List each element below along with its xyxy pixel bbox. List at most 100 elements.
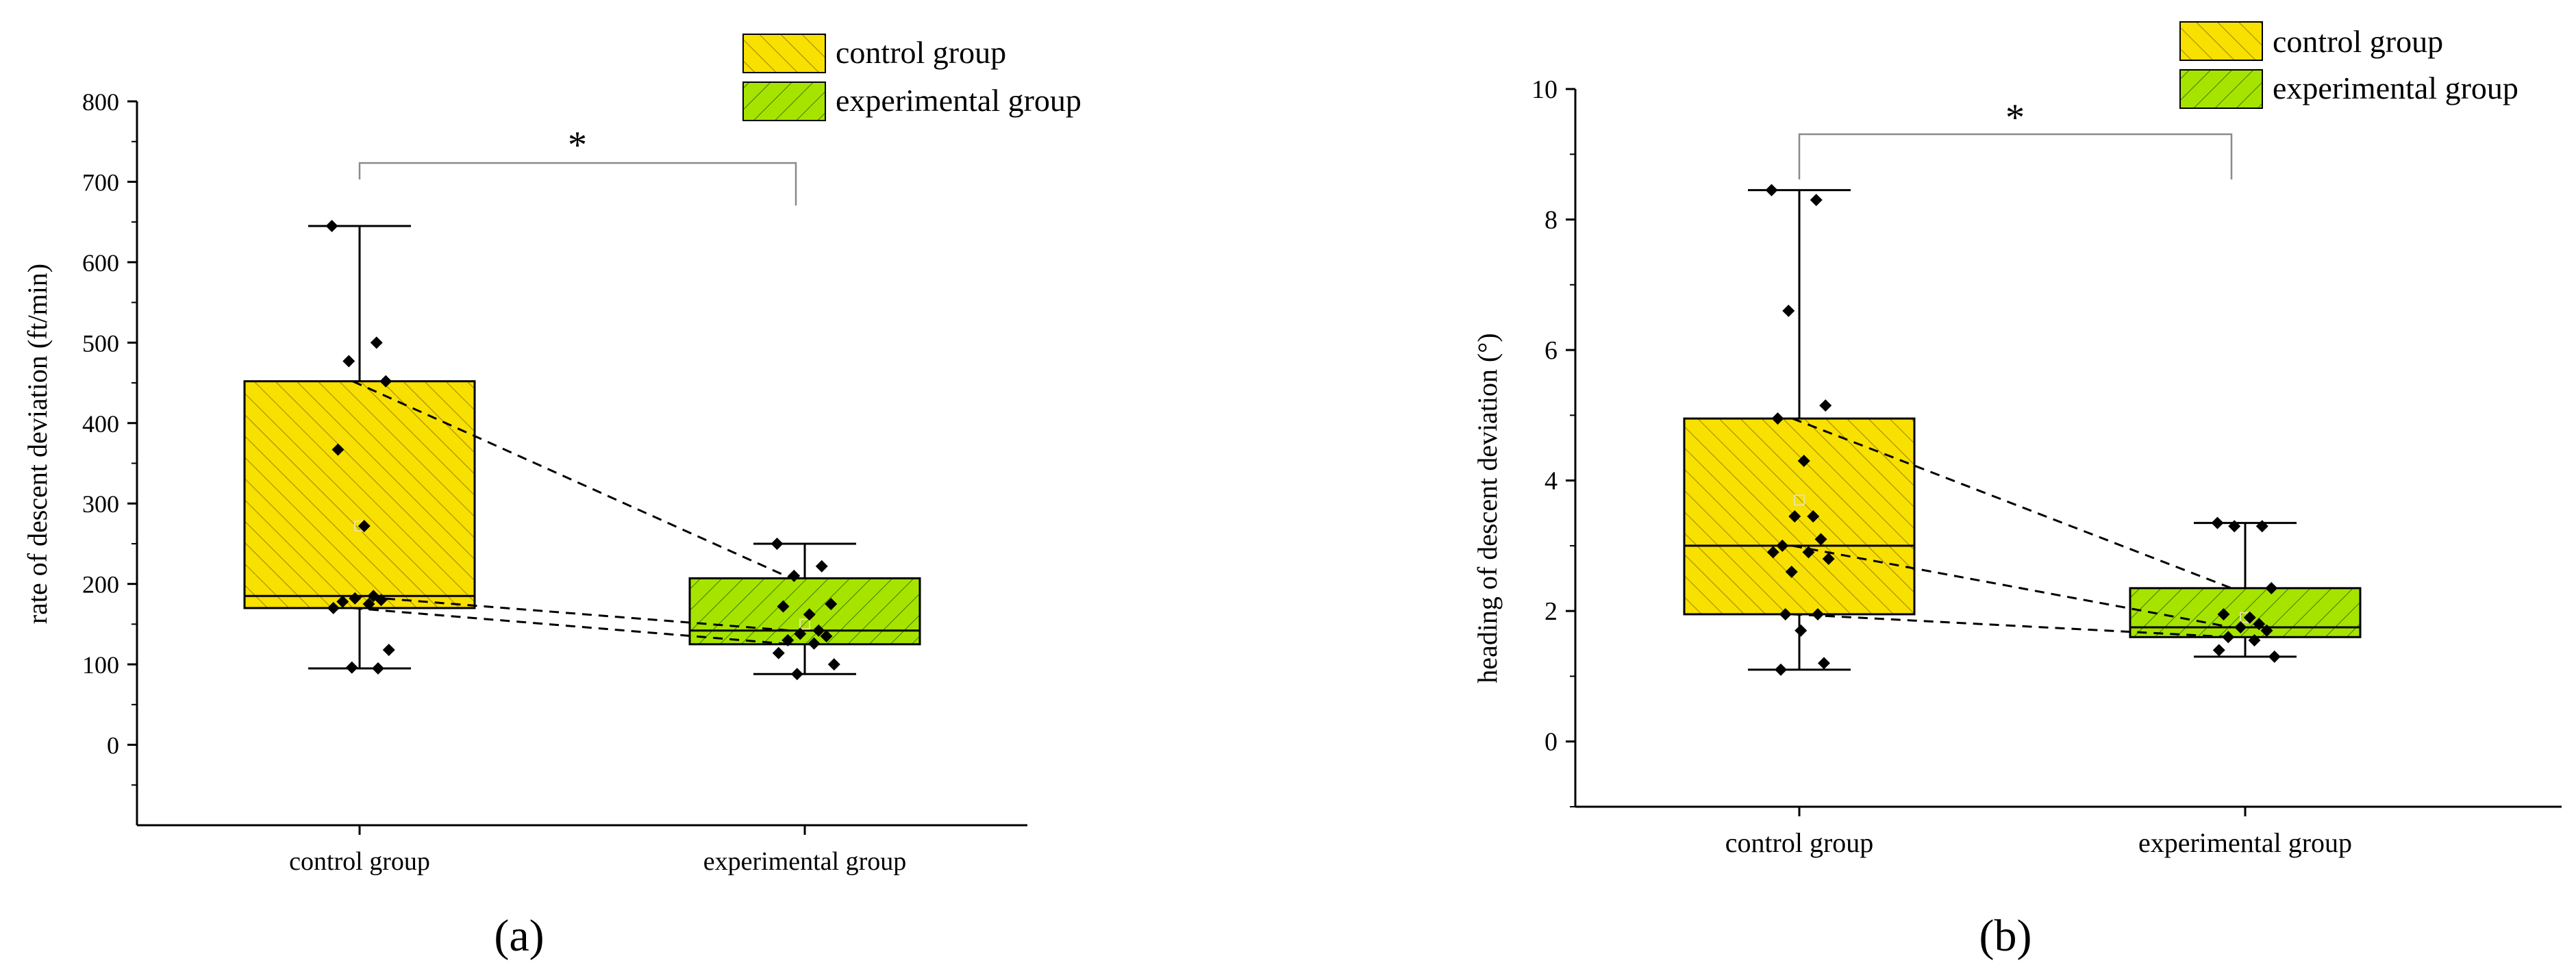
data-point	[1812, 607, 1824, 620]
data-point	[1782, 304, 1795, 317]
data-point	[358, 520, 371, 533]
data-point	[2243, 611, 2256, 624]
data-point	[1775, 663, 1787, 676]
legend-swatch-experimental	[2179, 69, 2263, 109]
data-point	[825, 598, 838, 611]
data-point	[2253, 618, 2266, 631]
data-point	[327, 601, 340, 614]
data-point	[1819, 399, 1832, 412]
data-point	[372, 662, 384, 675]
data-point	[2260, 624, 2273, 637]
data-point	[808, 637, 821, 650]
significance-bracket: *	[1798, 97, 2233, 179]
y-tick-label: 700	[82, 168, 119, 196]
y-tick-label: 500	[82, 329, 119, 357]
legend: control group experimental group	[2179, 21, 2518, 109]
data-point	[2212, 644, 2225, 657]
data-point	[777, 600, 790, 613]
x-tick-label-control: control group	[1725, 827, 1874, 858]
box-experimental	[2129, 522, 2362, 658]
y-tick-label: 0	[1545, 728, 1558, 757]
data-point	[820, 630, 833, 643]
data-point	[382, 643, 395, 656]
paired-line	[1792, 417, 2232, 590]
y-tick-label: 600	[82, 249, 119, 277]
data-point	[772, 646, 785, 659]
data-point	[781, 633, 795, 646]
data-point	[2234, 621, 2247, 633]
data-point	[2268, 650, 2281, 663]
data-point	[1785, 566, 1798, 579]
legend-swatch-experimental	[742, 81, 826, 121]
y-tick-label: 10	[1531, 75, 1558, 104]
data-point	[1795, 624, 1808, 637]
significance-marker: *	[2005, 97, 2025, 139]
data-point	[790, 668, 803, 681]
data-point	[325, 220, 338, 233]
data-point	[1765, 184, 1778, 197]
data-point	[345, 661, 358, 674]
data-point	[2265, 581, 2278, 594]
legend-label-experimental: experimental group	[836, 83, 1081, 118]
data-point	[332, 443, 345, 456]
data-point	[794, 627, 807, 640]
data-point	[336, 595, 349, 608]
data-point	[1814, 533, 1827, 546]
data-point	[788, 569, 801, 582]
y-tick-label: 8	[1545, 206, 1558, 235]
y-axis-label: heading of descent deviation (°)	[1472, 333, 1503, 683]
data-point	[2228, 520, 2241, 533]
data-point	[1797, 455, 1810, 468]
legend-label-experimental: experimental group	[2273, 71, 2518, 105]
x-tick-label-experimental: experimental group	[703, 847, 907, 876]
data-point	[1822, 552, 1835, 565]
paired-line	[352, 380, 792, 579]
data-point	[2217, 607, 2230, 620]
data-point	[1818, 657, 1830, 670]
panel-label: (b)	[1979, 911, 2032, 961]
panel-b: heading of descent deviation (°) control…	[1472, 21, 2562, 961]
data-point	[362, 598, 375, 611]
data-point	[342, 355, 355, 368]
y-tick-label: 6	[1545, 336, 1558, 365]
paired-line	[1792, 544, 2232, 629]
legend-swatch-control	[742, 34, 826, 73]
iqr-box	[2129, 587, 2362, 638]
data-point	[375, 594, 388, 607]
data-point	[1810, 193, 1823, 206]
paired-line	[1792, 613, 2232, 638]
y-tick-label: 800	[82, 88, 119, 116]
data-point	[2248, 634, 2261, 647]
y-tick-label: 0	[107, 732, 119, 759]
paired-line	[352, 607, 792, 646]
box-experimental	[688, 542, 921, 675]
y-tick-label: 2	[1545, 597, 1558, 626]
y-tick-label: 400	[82, 410, 119, 438]
data-point	[1771, 412, 1784, 425]
iqr-box	[688, 577, 921, 646]
legend-label-control: control group	[2273, 24, 2443, 59]
data-point	[2211, 516, 2224, 529]
mean-marker	[799, 618, 810, 630]
data-point	[1807, 510, 1820, 523]
data-point	[349, 592, 362, 605]
data-point	[370, 336, 383, 349]
mean-marker	[1794, 494, 1805, 506]
y-axis-label: rate of descent deviation (ft/min)	[22, 264, 53, 624]
y-tick-label: 100	[82, 651, 119, 679]
panel-label: (a)	[494, 911, 544, 961]
paired-line	[352, 594, 792, 632]
data-point	[771, 537, 784, 550]
data-point	[2222, 631, 2235, 644]
data-point	[815, 560, 828, 573]
data-point	[1779, 607, 1792, 620]
y-tick-label: 300	[82, 490, 119, 518]
legend-label-control: control group	[836, 35, 1006, 70]
x-tick-label-experimental: experimental group	[2138, 827, 2352, 858]
data-point	[1788, 510, 1801, 523]
data-point	[1766, 546, 1779, 559]
data-point	[2255, 520, 2268, 533]
legend: control group experimental group	[742, 34, 1081, 121]
data-point	[812, 624, 825, 637]
